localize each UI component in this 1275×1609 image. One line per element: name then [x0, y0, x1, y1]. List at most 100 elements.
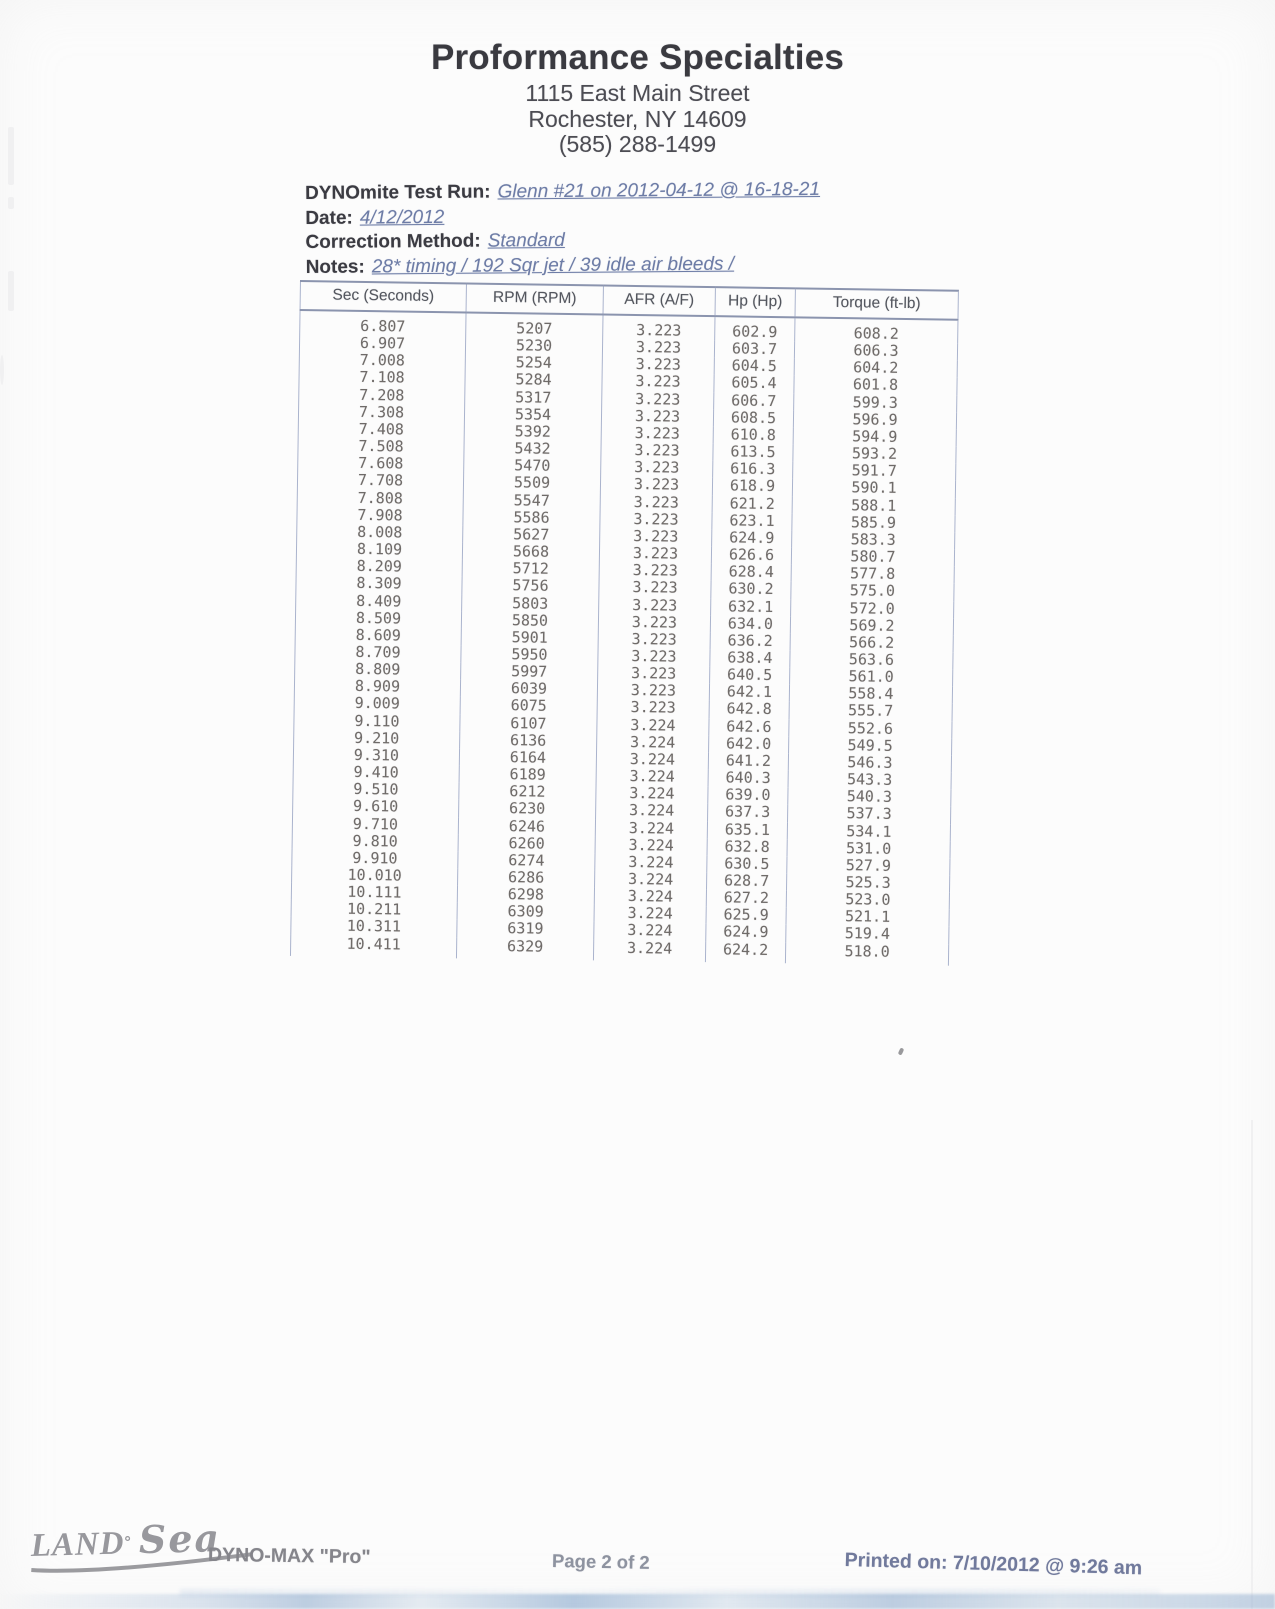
logo-underline-swoosh	[31, 1552, 253, 1573]
table-cell: 5509	[463, 474, 601, 494]
table-cell: 624.2	[705, 940, 786, 964]
table-cell: 627.2	[706, 889, 787, 908]
table-cell: 3.223	[599, 544, 712, 564]
table-cell: 630.2	[710, 580, 792, 599]
land-and-sea-logo: LAND° Sea	[30, 1515, 253, 1573]
table-cell: 3.224	[594, 870, 707, 890]
table-cell: 3.224	[594, 887, 707, 907]
correction-method-value: Standard	[487, 229, 565, 252]
table-cell: 3.223	[599, 561, 712, 581]
correction-method-label: Correction Method:	[305, 230, 481, 253]
table-cell: 641.2	[708, 751, 789, 771]
table-cell: 6230	[458, 800, 596, 819]
table-cell: 5547	[463, 491, 601, 511]
meta-test-run: DYNOmite Test Run: Glenn #21 on 2012-04-1…	[305, 178, 820, 207]
scan-edge-artifact	[8, 197, 14, 209]
company-address: 1115 East Main Street Rochester, NY 1460…	[0, 80, 1275, 158]
test-meta-block: DYNOmite Test Run: Glenn #21 on 2012-04-1…	[305, 178, 821, 280]
table-cell: 634.0	[710, 614, 791, 634]
table-cell: 3.223	[601, 390, 714, 409]
scan-edge-artifact	[0, 355, 4, 385]
scan-bottom-smear	[180, 1589, 1160, 1597]
table-cell: 3.223	[598, 630, 711, 650]
table-cell: 642.6	[708, 717, 790, 737]
table-cell: 616.3	[712, 460, 793, 479]
table-cell: 5207	[465, 312, 604, 339]
table-cell: 610.8	[713, 425, 794, 445]
table-cell: 5803	[461, 594, 599, 614]
printed-timestamp: Printed on: 7/10/2012 @ 9:26 am	[844, 1549, 1143, 1580]
table-cell: 3.223	[602, 314, 716, 341]
table-cell: 628.4	[711, 563, 792, 582]
table-cell: 3.223	[601, 372, 715, 392]
page-number: Page 2 of 2	[551, 1550, 650, 1573]
table-cell: 3.223	[600, 458, 713, 478]
table-cell: 623.1	[711, 511, 793, 531]
table-cell: 638.4	[709, 648, 791, 668]
table-cell: 3.223	[597, 681, 710, 701]
scan-bottom-strip	[0, 1594, 1275, 1609]
table-cell: 630.5	[706, 854, 788, 874]
dyno-max-product-label: DYNO-MAX "Pro"	[207, 1543, 371, 1569]
table-cell: 3.224	[593, 921, 706, 941]
table-cell: 6246	[458, 817, 596, 837]
company-phone: (585) 288-1499	[558, 131, 717, 157]
meta-notes: Notes: 28* timing / 192 Sqr jet / 39 idle…	[306, 251, 821, 280]
dyno-data-table: Sec (Seconds) RPM (RPM) AFR (A/F) Hp (Hp) To…	[290, 280, 959, 966]
table-cell: 3.223	[600, 441, 714, 461]
address-city: Rochester, NY 14609	[528, 105, 747, 132]
table-cell: 613.5	[712, 442, 794, 462]
table-cell: 624.9	[711, 528, 792, 548]
table-cell: 3.224	[595, 801, 708, 821]
table-cell: 3.223	[599, 510, 713, 530]
table-cell: 608.5	[713, 408, 794, 428]
column-header: Sec (Seconds)	[300, 281, 467, 313]
table-cell: 3.223	[600, 493, 713, 512]
scan-edge-artifact	[8, 271, 14, 311]
table-cell: 518.0	[785, 942, 949, 966]
test-run-label: DYNOmite Test Run:	[305, 181, 491, 204]
table-cell: 6319	[456, 920, 595, 940]
table-cell: 3.224	[596, 750, 709, 770]
table-cell: 606.7	[713, 391, 794, 411]
table-cell: 618.9	[712, 477, 793, 496]
date-value: 4/12/2012	[359, 206, 445, 229]
column-header: Hp (Hp)	[715, 287, 796, 318]
table-body: 6.807 5207 3.223 602.9 608.2 6.907 5230 3.223 60…	[290, 310, 958, 966]
column-header: AFR (A/F)	[603, 285, 716, 317]
table-cell: 5756	[461, 577, 600, 596]
table-cell: 624.9	[705, 923, 786, 942]
date-label: Date:	[305, 207, 353, 229]
table-cell: 3.223	[601, 424, 714, 444]
notes-label: Notes:	[305, 256, 365, 278]
table-cell: 625.9	[705, 906, 787, 925]
logo-degree-mark: °	[124, 1534, 132, 1552]
table-cell: 602.9	[714, 316, 796, 342]
notes-value: 28* timing / 192 Sqr jet / 39 idle air b…	[371, 253, 735, 277]
table-cell: 3.223	[597, 698, 710, 718]
table-cell: 3.224	[595, 836, 708, 855]
table-cell: 626.6	[711, 545, 792, 565]
table-cell: 6260	[458, 834, 596, 854]
table-cell: 603.7	[714, 340, 795, 359]
company-name: Proformance Specialties	[430, 38, 845, 77]
table-cell: 3.224	[596, 716, 710, 735]
table-cell: 636.2	[710, 631, 791, 651]
table-cell: 5850	[461, 611, 599, 631]
table-cell: 5284	[464, 371, 603, 391]
table-cell: 642.1	[709, 683, 790, 702]
table-cell: 604.5	[714, 357, 795, 376]
table-cell: 3.223	[598, 595, 711, 615]
table-cell: 3.223	[598, 578, 712, 598]
address-street: 1115 East Main Street	[525, 80, 750, 106]
dyno-data-table-wrap: Sec (Seconds) RPM (RPM) AFR (A/F) Hp (Hp) To…	[290, 280, 959, 966]
table-cell: 637.3	[707, 803, 788, 822]
table-cell: 642.0	[708, 734, 789, 754]
table-cell: 642.8	[709, 700, 790, 719]
table-cell: 639.0	[707, 786, 789, 805]
table-cell: 5317	[464, 388, 602, 408]
table-cell: 3.224	[593, 939, 706, 962]
table-cell: 628.7	[706, 871, 787, 891]
table-cell: 3.224	[594, 853, 708, 873]
table-cell: 605.4	[713, 374, 795, 393]
